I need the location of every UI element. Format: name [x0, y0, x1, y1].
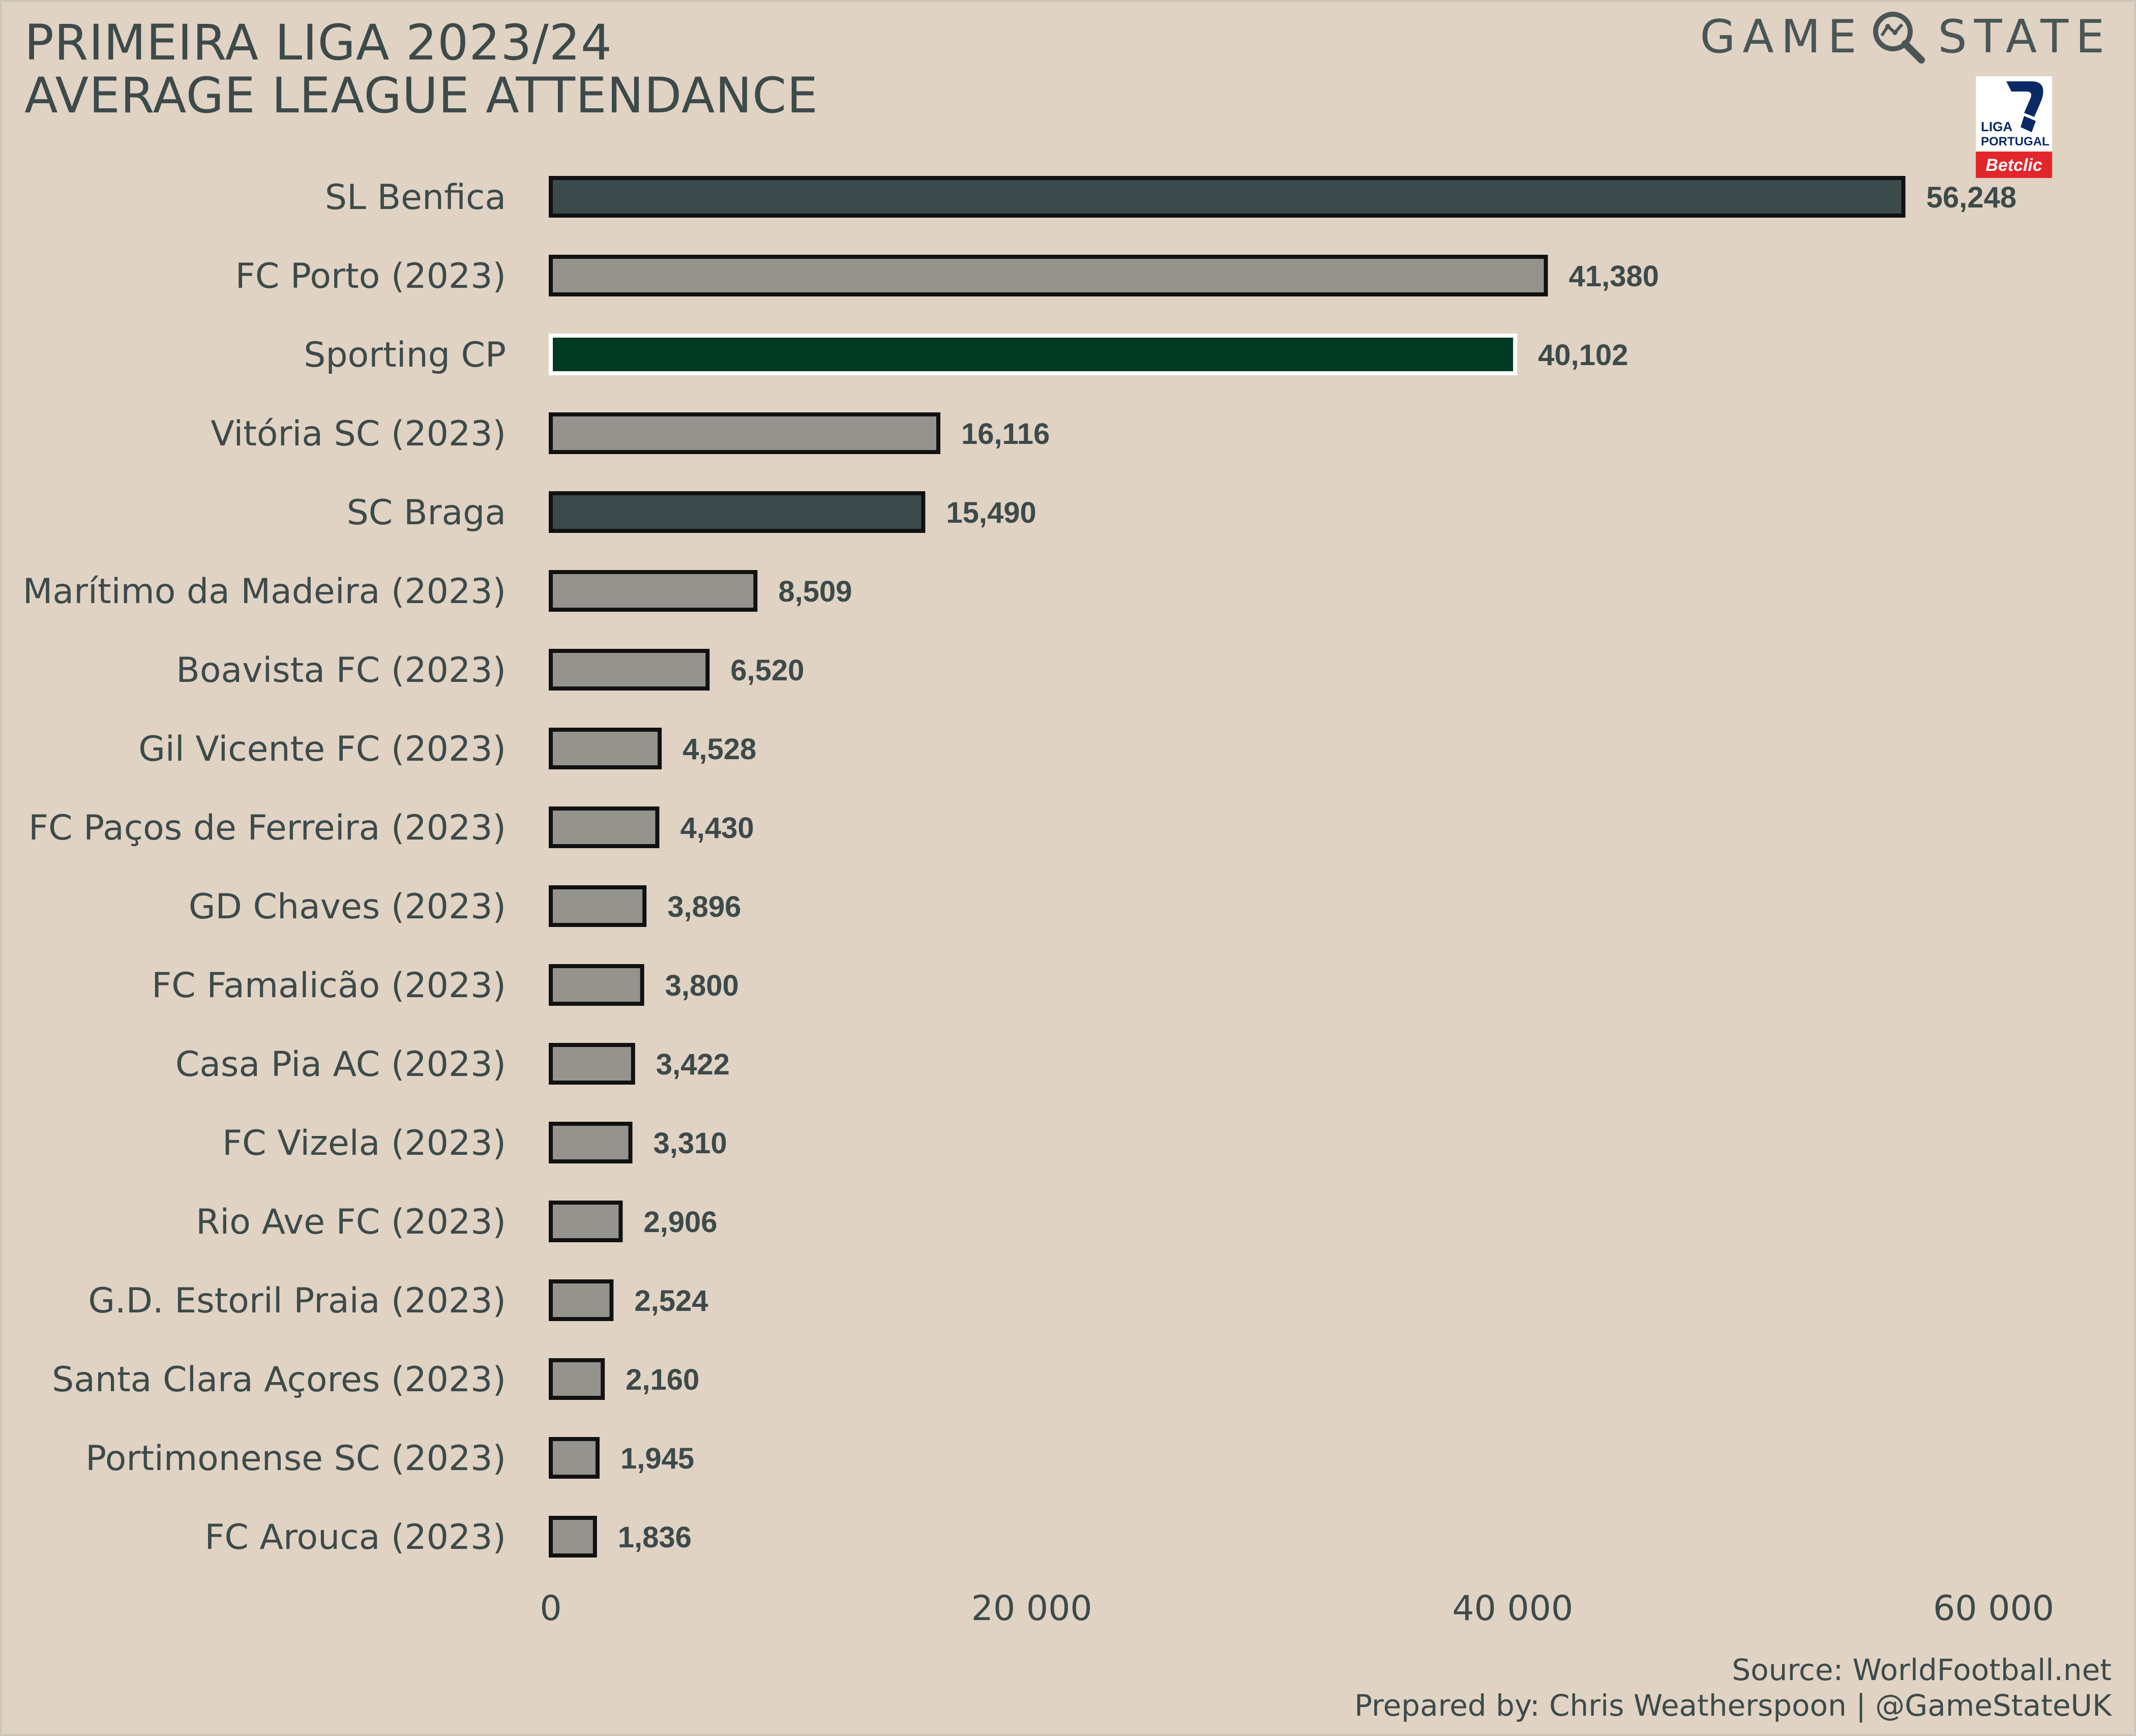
value-label: 16,116 [961, 417, 1050, 451]
category-label: FC Arouca (2023) [204, 1517, 506, 1558]
chart-title: PRIMEIRA LIGA 2023/24 [24, 14, 612, 71]
bar-7 [549, 649, 710, 691]
logo-text-liga: LIGA [1981, 119, 2012, 134]
category-label: Gil Vicente FC (2023) [138, 729, 506, 769]
category-label: SL Benfica [325, 177, 506, 218]
value-label: 56,248 [1926, 181, 2016, 214]
bar-16 [549, 1358, 605, 1400]
category-label: Casa Pia AC (2023) [175, 1044, 506, 1085]
value-label: 3,310 [654, 1127, 727, 1160]
value-label: 1,945 [620, 1442, 694, 1475]
chart-subtitle: AVERAGE LEAGUE ATTENDANCE [24, 67, 818, 124]
category-label: FC Paços de Ferreira (2023) [28, 808, 506, 848]
x-axis-ticks: 0 20 000 40 000 60 000 [540, 1589, 2054, 1629]
logo-text-sponsor: Betclic [1985, 156, 2042, 175]
category-label: SC Braga [347, 493, 506, 533]
value-label: 2,906 [643, 1206, 717, 1239]
value-label: 3,896 [667, 890, 741, 923]
brand-text-left: GAME [1700, 10, 1864, 64]
category-label: FC Porto (2023) [235, 256, 506, 296]
value-labels: 56,248 41,380 40,102 16,116 15,490 8,509 6,520… [618, 181, 2016, 1554]
bar-8 [549, 728, 662, 769]
logo-text-portugal: PORTUGAL [1981, 135, 2050, 148]
x-tick-label: 20 000 [971, 1589, 1092, 1629]
brand-text-right: STATE [1938, 10, 2112, 64]
bar-4 [549, 412, 941, 454]
value-label: 15,490 [946, 496, 1036, 529]
bar-18 [549, 1516, 597, 1558]
x-tick-label: 40 000 [1452, 1589, 1573, 1629]
credit-note: Prepared by: Chris Weatherspoon | @GameS… [1354, 1688, 2112, 1723]
bar-3 [549, 334, 1518, 375]
bar-6 [549, 570, 758, 612]
value-label: 3,800 [665, 969, 739, 1002]
bar-5 [549, 491, 926, 533]
category-label: G.D. Estoril Praia (2023) [88, 1281, 506, 1321]
category-label: Marítimo da Madeira (2023) [23, 572, 506, 612]
category-label: Rio Ave FC (2023) [196, 1202, 506, 1242]
bars-layer [549, 176, 1906, 1558]
bar-15 [549, 1279, 614, 1321]
bar-10 [549, 885, 647, 927]
category-label: Santa Clara Açores (2023) [52, 1360, 506, 1400]
value-label: 8,509 [778, 575, 852, 608]
bar-2 [549, 255, 1548, 296]
value-label: 3,422 [656, 1048, 730, 1081]
x-tick-label: 0 [540, 1589, 561, 1629]
value-label: 41,380 [1569, 260, 1659, 293]
category-label: Sporting CP [304, 335, 506, 375]
category-labels: SL Benfica FC Porto (2023) Sporting CP Vitó… [23, 177, 506, 1558]
category-label: Vitória SC (2023) [211, 414, 506, 454]
bar-12 [549, 1043, 635, 1085]
value-label: 1,836 [618, 1521, 692, 1554]
bar-11 [549, 964, 644, 1006]
source-note: Source: WorldFootball.net [1732, 1653, 2112, 1687]
game-state-brand: GAME STATE [1700, 9, 2112, 64]
x-tick-label: 60 000 [1933, 1589, 2054, 1629]
value-label: 4,528 [683, 733, 756, 766]
bar-1 [549, 176, 1906, 218]
value-label: 4,430 [680, 812, 754, 845]
liga-portugal-logo: LIGA PORTUGAL Betclic [1976, 76, 2052, 178]
bar-9 [549, 806, 660, 848]
bar-13 [549, 1122, 633, 1163]
category-label: FC Famalicão (2023) [152, 966, 506, 1006]
category-label: FC Vizela (2023) [222, 1123, 506, 1163]
bar-14 [549, 1201, 623, 1242]
category-label: Portimonense SC (2023) [85, 1439, 506, 1479]
category-label: GD Chaves (2023) [189, 887, 506, 927]
value-label: 40,102 [1538, 339, 1628, 372]
value-label: 6,520 [730, 654, 804, 687]
bar-17 [549, 1437, 600, 1479]
category-label: Boavista FC (2023) [176, 650, 506, 691]
value-label: 2,160 [626, 1363, 699, 1396]
magnifier-icon [1873, 12, 1925, 64]
value-label: 2,524 [634, 1284, 708, 1318]
